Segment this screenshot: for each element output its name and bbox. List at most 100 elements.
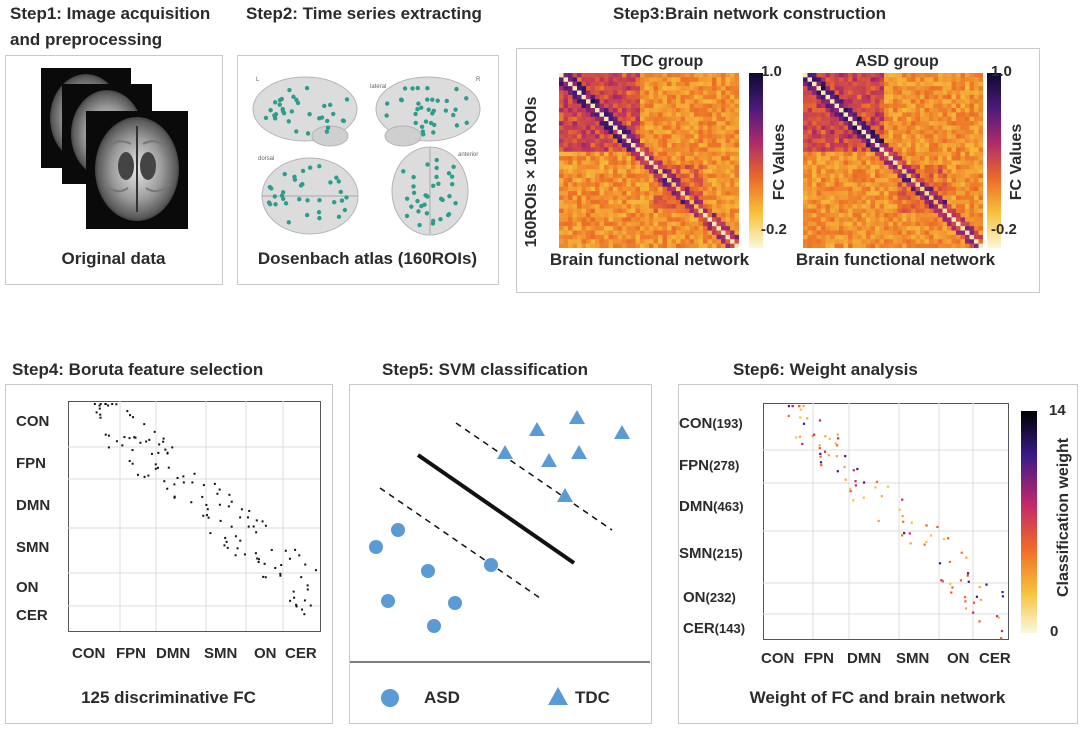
weighted-fc-dot xyxy=(996,615,999,618)
selected-fc-dot xyxy=(136,473,139,476)
selected-fc-dot xyxy=(295,605,298,608)
weighted-fc-dot xyxy=(819,455,822,458)
selected-fc-dot xyxy=(261,520,264,523)
selected-fc-dot xyxy=(218,488,221,491)
step2-panel: L R lateral dorsal anterior Dosenbach at… xyxy=(237,55,499,285)
selected-fc-dot xyxy=(225,540,228,543)
selected-fc-dot xyxy=(182,475,185,478)
view-label-r: R xyxy=(476,77,481,83)
roi-dot xyxy=(430,218,436,224)
selected-fc-dot xyxy=(304,563,307,566)
weighted-fc xyxy=(787,405,1005,640)
weighted-fc-dot xyxy=(844,455,847,458)
roi-dot xyxy=(280,109,286,114)
step6-panel: CON(193) FPN(278) DMN(463) SMN(215) ON(2… xyxy=(678,384,1078,724)
weighted-fc-dot xyxy=(823,450,827,453)
selected-fc-dot xyxy=(298,554,301,557)
tdc-colorbar xyxy=(749,73,763,248)
step4-x-cer: CER xyxy=(285,645,317,662)
roi-dot xyxy=(413,111,418,117)
roi-dot xyxy=(446,171,452,176)
selected-fc-dot xyxy=(163,480,166,483)
weight-cbar-max: 14 xyxy=(1049,402,1066,419)
roi-dot xyxy=(289,109,295,114)
selected-fc-dot xyxy=(134,436,137,439)
step1-title-line1: Step1: Image acquisition xyxy=(10,4,211,23)
selected-fc-dot xyxy=(111,403,114,405)
weighted-fc-dot xyxy=(837,437,840,440)
selected-fc-dot xyxy=(243,553,246,556)
roi-dot xyxy=(279,96,284,102)
selected-fc-dot xyxy=(218,503,221,506)
roi-dot xyxy=(344,195,349,200)
roi-dot xyxy=(305,131,311,136)
view-label-l: L xyxy=(256,77,260,83)
roi-dot xyxy=(263,115,269,121)
weighted-fc-dot xyxy=(862,481,866,484)
selected-fc-dot xyxy=(154,463,157,466)
roi-dot xyxy=(432,122,437,128)
step4-title: Step4: Boruta feature selection xyxy=(12,360,264,379)
selected-fc-dot xyxy=(255,519,258,522)
step3-title: Step3:Brain network construction xyxy=(613,4,886,23)
svm-diagram xyxy=(350,410,650,707)
selected-fc-dot xyxy=(173,495,176,498)
selected-fc-dot xyxy=(264,524,267,527)
selected-fc-dot xyxy=(143,423,146,426)
weighted-fc-dot xyxy=(852,499,855,502)
weighted-fc-dot xyxy=(966,572,970,575)
roi-dot xyxy=(453,200,458,206)
selected-fc-dot xyxy=(239,539,242,542)
selected-fc-dot xyxy=(284,549,287,552)
step6-x-dmn: DMN xyxy=(847,650,882,667)
weighted-fc-dot xyxy=(843,465,846,469)
weighted-fc-dot xyxy=(929,534,933,537)
weighted-fc-dot xyxy=(856,467,859,471)
weighted-fc-dot xyxy=(910,521,913,524)
mri-slice-front xyxy=(86,111,188,229)
selected-fc-dot xyxy=(107,404,110,407)
roi-dot xyxy=(416,101,421,106)
weighted-fc-dot xyxy=(963,595,967,599)
roi-dot xyxy=(317,116,322,121)
weighted-fc-dot xyxy=(901,515,904,518)
asd-group-label: ASD group xyxy=(855,53,939,70)
weighted-fc-dot xyxy=(925,524,928,527)
weighted-fc-dot xyxy=(824,435,827,438)
weighted-fc-dot xyxy=(979,598,982,601)
weighted-fc-dot xyxy=(975,595,979,598)
roi-dot xyxy=(415,85,420,91)
selected-fc-dot xyxy=(226,546,229,549)
selected-fc-dot xyxy=(190,501,193,504)
weight-cbar-min: 0 xyxy=(1050,623,1059,640)
roi-dot xyxy=(292,177,298,182)
step4-y-con: CON xyxy=(16,413,50,430)
selected-fc-dot xyxy=(295,603,298,606)
roi-dot xyxy=(416,209,421,214)
step4-x-dmn: DMN xyxy=(156,645,191,662)
selected-fc-dot xyxy=(133,436,136,439)
step6-y-cer: CER(143) xyxy=(683,620,746,637)
roi-dot xyxy=(317,215,322,221)
asd-sample xyxy=(484,558,498,572)
roi-dot xyxy=(445,212,451,218)
selected-fc-dot xyxy=(239,516,242,519)
selected-fc-dot xyxy=(126,410,129,413)
roi-dot xyxy=(401,169,406,174)
weighted-fc-dot xyxy=(951,586,954,589)
roi-dot xyxy=(428,120,434,126)
roi-dot xyxy=(411,174,416,180)
roi-dot xyxy=(267,184,273,190)
roi-dot xyxy=(336,179,341,184)
selected-fc-dot xyxy=(115,440,118,443)
roi-dot xyxy=(423,119,429,124)
weighted-fc-dot xyxy=(791,405,795,408)
step1-panel: Original data xyxy=(5,55,223,285)
brain-left-lateral xyxy=(252,76,358,147)
weighted-fc-dot xyxy=(1000,629,1004,633)
selected-fc-dot xyxy=(173,483,176,486)
selected-fc-dot xyxy=(176,477,179,480)
weighted-fc-dot xyxy=(901,498,904,501)
roi-dot xyxy=(447,193,452,199)
selected-fc-dot xyxy=(205,503,208,506)
